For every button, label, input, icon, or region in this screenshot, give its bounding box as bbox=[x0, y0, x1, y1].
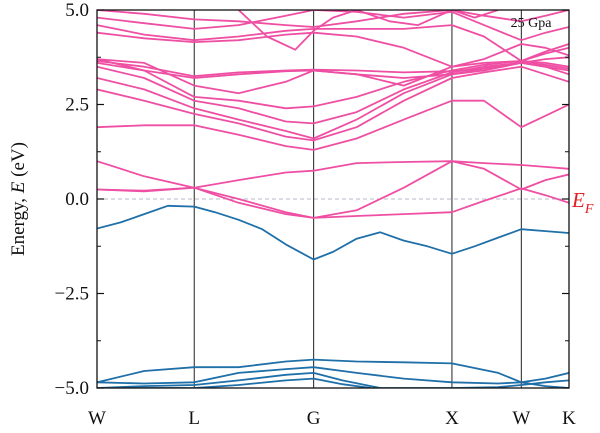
conduction-band-line bbox=[97, 99, 569, 151]
valence-band-line bbox=[97, 358, 569, 384]
kpoint-label: G bbox=[307, 408, 321, 429]
y-tick-label: 0.0 bbox=[65, 189, 89, 210]
kpoint-label: L bbox=[188, 408, 200, 429]
conduction-band-line bbox=[97, 65, 569, 142]
kpoint-label: W bbox=[88, 408, 106, 429]
conduction-band-line bbox=[97, 160, 569, 189]
valence-band-line bbox=[97, 204, 569, 261]
fermi-level-label: EF bbox=[571, 188, 594, 217]
conduction-band-line bbox=[97, 10, 569, 42]
y-tick-label: −5.0 bbox=[55, 378, 89, 399]
conduction-band-line bbox=[97, 160, 569, 219]
kpoint-lines-layer bbox=[193, 10, 522, 388]
conduction-band-line bbox=[97, 10, 569, 28]
conduction-band-line bbox=[97, 186, 569, 219]
conduction-band-line bbox=[97, 24, 569, 62]
y-tick-label: 2.5 bbox=[65, 95, 89, 116]
conduction-band-line bbox=[237, 10, 357, 51]
pressure-annotation: 25 Gpa bbox=[511, 16, 553, 31]
y-axis-title: Energy, E (eV) bbox=[8, 142, 29, 256]
kpoint-label: X bbox=[445, 408, 459, 429]
y-tick-label: −2.5 bbox=[55, 284, 89, 305]
bands-layer bbox=[97, 10, 569, 388]
conduction-band-line bbox=[97, 31, 569, 68]
valence-band-line bbox=[97, 366, 569, 388]
valence-band-line bbox=[97, 377, 371, 388]
conduction-band-line bbox=[356, 10, 499, 27]
kpoint-label: W bbox=[512, 408, 530, 429]
valence-band-line bbox=[97, 371, 569, 388]
conduction-band-line bbox=[97, 60, 569, 78]
y-tick-label: 5.0 bbox=[65, 0, 89, 21]
y-ticks-layer: 5.0 2.5 0.0 −2.5 −5.0 bbox=[55, 0, 569, 399]
kpoint-label: K bbox=[562, 408, 576, 429]
